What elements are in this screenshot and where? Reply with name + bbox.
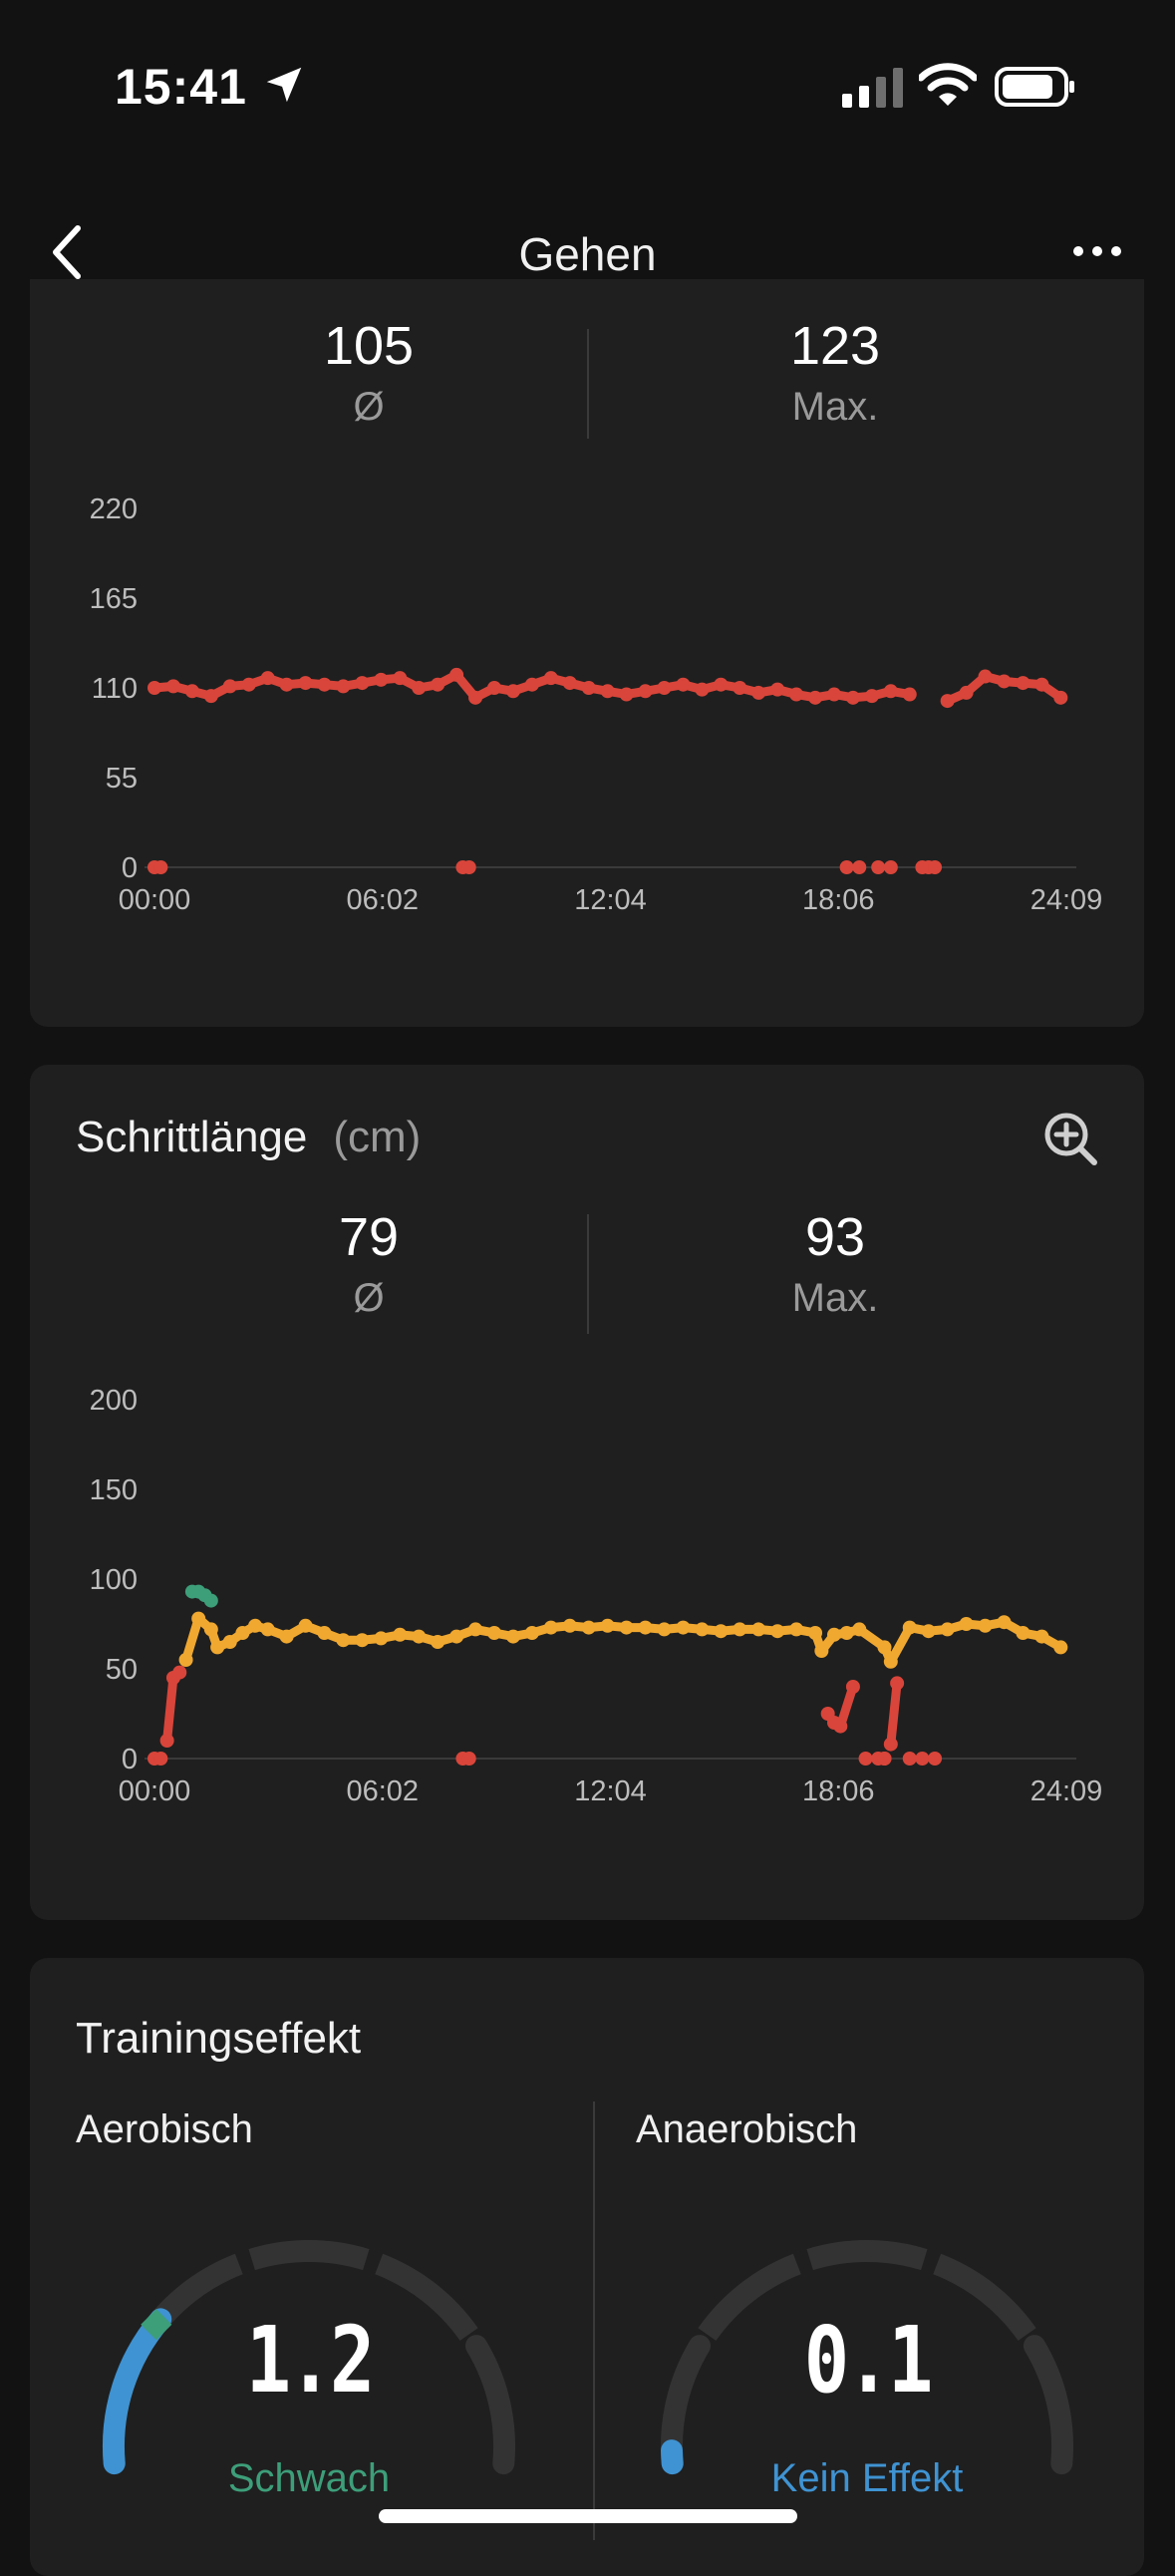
anaerobic-gauge: [661, 2240, 1073, 2475]
zoom-in-icon[interactable]: [1042, 1111, 1098, 1166]
stride-avg-label: Ø: [353, 1276, 385, 1320]
cadence-avg: 105 Ø: [169, 315, 568, 430]
y-tick-label: 110: [92, 673, 138, 705]
battery-icon: [995, 67, 1074, 107]
data-point: [461, 860, 476, 874]
data-point: [839, 860, 854, 874]
data-point: [871, 860, 886, 874]
x-tick-label: 18:06: [802, 884, 875, 916]
cadence-chart: 220 165 110 55 000:00 06:02 12:04 18:06 24:09: [90, 493, 1103, 916]
page-title: Gehen: [518, 228, 657, 280]
status-bar: 15:41: [0, 0, 1175, 169]
gauge-fill: [661, 2439, 684, 2475]
cadence-max-label: Max.: [791, 385, 879, 429]
stride-avg: 79 Ø: [169, 1206, 568, 1321]
cadence-avg-label: Ø: [353, 385, 385, 429]
data-point: [852, 860, 867, 874]
x-tick-label: 12:04: [574, 884, 647, 916]
data-point: [915, 860, 930, 874]
stride-unit: (cm): [333, 1113, 422, 1161]
gauge-segment: [248, 2240, 370, 2271]
aerobic-value: 1.2: [245, 2307, 376, 2414]
gauge-segment: [698, 2253, 801, 2342]
series-trace: [162, 1668, 902, 1750]
data-point: [153, 860, 168, 874]
cadence-card: 105 Ø 123 Max. 220 165 110 55 0 00:00 06:02 12:…: [30, 279, 1144, 1027]
aerobic-label: Aerobisch: [76, 2107, 253, 2151]
data-point: [928, 1752, 943, 1766]
y-tick-label: 165: [90, 583, 138, 615]
anaerobic-value: 0.1: [803, 2307, 934, 2414]
data-point: [153, 1752, 168, 1766]
cadence-max-value: 123: [789, 316, 881, 376]
stride-title-text: Schrittlänge: [76, 1113, 308, 1161]
anaerobic-status: Kein Effekt: [770, 2456, 964, 2500]
training-effect-card: Trainingseffekt Aerobisch Anaerobisch 1.…: [30, 1958, 1144, 2576]
gauge-segment: [1024, 2335, 1073, 2475]
cadence-max: 123 Max.: [636, 315, 1034, 430]
x-tick-label: 24:09: [1030, 884, 1103, 916]
training-divider: [593, 2101, 595, 2540]
y-tick-label: 0: [122, 1744, 138, 1775]
cellular-signal-icon: [842, 68, 903, 108]
status-time: 15:41: [115, 59, 247, 115]
data-point: [858, 1752, 873, 1766]
gauge-fill: [103, 2308, 172, 2475]
x-tick-label: 18:06: [802, 1775, 875, 1807]
anaerobic-label: Anaerobisch: [636, 2107, 858, 2151]
series-trace: [181, 1614, 1065, 1667]
y-tick-label: 0: [122, 852, 138, 884]
stride-length-chart: 200 150 100 50 000:00 06:02 12:04 18:06 24:09: [90, 1385, 1103, 1807]
gauge-segment: [375, 2253, 478, 2342]
more-options-icon[interactable]: [1071, 239, 1123, 263]
y-tick-label: 220: [90, 493, 138, 525]
x-tick-label: 06:02: [346, 1775, 419, 1807]
wifi-icon: [919, 63, 977, 106]
aerobic-status: Schwach: [227, 2456, 391, 2500]
stat-divider: [587, 1214, 589, 1334]
stride-length-card: Schrittlänge (cm) 79 Ø 93 Max. 200 150 100 5…: [30, 1065, 1144, 1920]
x-tick-label: 06:02: [346, 884, 419, 916]
gauge-segment: [465, 2335, 515, 2475]
cadence-avg-value: 105: [323, 316, 415, 376]
data-point: [902, 1752, 917, 1766]
y-tick-label: 150: [90, 1474, 138, 1506]
x-tick-label: 12:04: [574, 1775, 647, 1807]
stride-card-title: Schrittlänge (cm): [76, 1113, 421, 1162]
data-point: [877, 1752, 892, 1766]
y-tick-label: 200: [90, 1385, 138, 1417]
home-indicator: [379, 2509, 797, 2523]
series-trace: [149, 670, 1065, 706]
y-tick-label: 55: [106, 763, 138, 795]
data-point: [461, 1752, 476, 1766]
y-tick-label: 100: [90, 1564, 138, 1596]
x-tick-label: 00:00: [119, 1775, 191, 1807]
x-tick-label: 24:09: [1030, 1775, 1103, 1807]
training-effect-title: Trainingseffekt: [76, 2014, 362, 2063]
stride-max-label: Max.: [791, 1276, 879, 1320]
gauge-segment: [933, 2253, 1036, 2342]
stride-max: 93 Max.: [636, 1206, 1034, 1321]
gauge-segment: [806, 2240, 928, 2271]
stride-avg-value: 79: [338, 1207, 400, 1267]
stat-divider: [587, 329, 589, 439]
location-arrow-icon: [266, 67, 302, 103]
stride-max-value: 93: [804, 1207, 866, 1267]
back-chevron-icon[interactable]: [48, 222, 88, 282]
data-point: [928, 860, 943, 874]
data-point: [883, 860, 898, 874]
x-tick-label: 00:00: [119, 884, 191, 916]
aerobic-gauge: [103, 2240, 515, 2475]
y-tick-label: 50: [106, 1654, 138, 1686]
data-point: [915, 1752, 930, 1766]
data-point: [203, 1593, 218, 1608]
